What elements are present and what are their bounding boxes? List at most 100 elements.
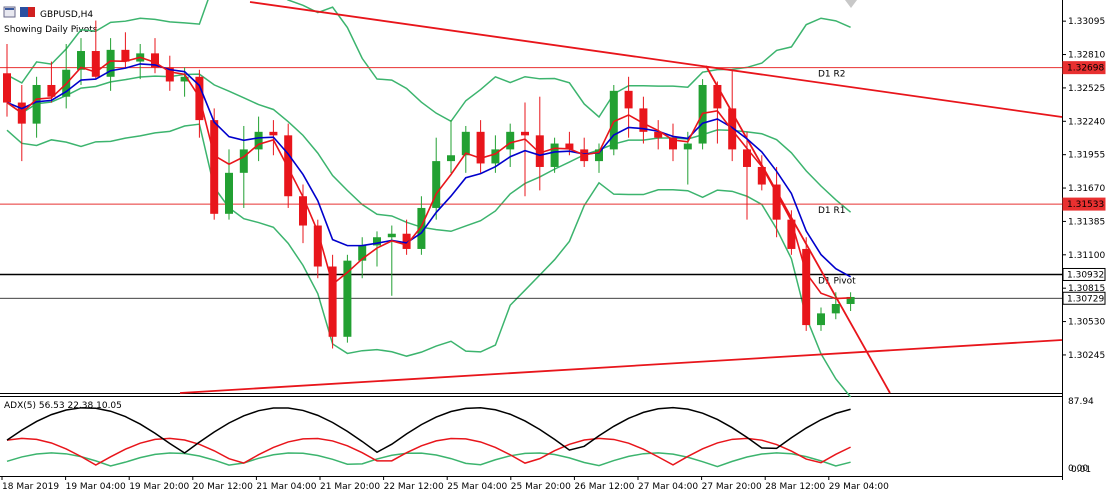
candle-body xyxy=(180,76,189,82)
candle-body xyxy=(269,131,278,136)
time-tick-label: 26 Mar 12:00 xyxy=(574,482,634,492)
time-axis: 18 Mar 2019 19 Mar 04:00 19 Mar 20:00 20 Ma… xyxy=(1,476,889,492)
candle-body xyxy=(432,161,441,208)
symbol-label: GBPUSD,H4 xyxy=(40,10,93,20)
candle-body xyxy=(521,131,529,136)
candle-body xyxy=(787,219,796,249)
time-tick-label: 27 Mar 04:00 xyxy=(638,482,698,492)
candle-body xyxy=(358,245,367,261)
adx-main-line xyxy=(6,406,851,454)
candle-body xyxy=(757,166,766,185)
pivot-price-tag xyxy=(1062,197,1106,211)
adx-plus-di-line xyxy=(6,437,851,466)
band-middle xyxy=(6,73,852,233)
pivot-lines: D1 R2 D1 R1 D1 Pivot xyxy=(0,67,1062,299)
time-tick-label: 21 Mar 04:00 xyxy=(256,482,316,492)
pivot-name: D1 Pivot xyxy=(818,276,856,286)
candle-body xyxy=(565,143,574,150)
candle-body xyxy=(77,51,85,70)
candle-body xyxy=(831,303,840,314)
price-tick-label: 1.30815 xyxy=(1068,284,1105,294)
candle-body xyxy=(772,184,781,220)
pivots-label: Showing Daily Pivots xyxy=(4,25,98,35)
current-price-tag xyxy=(1062,291,1106,305)
band-upper xyxy=(6,0,851,123)
adx-axis-bottom-overlap: 0.01 xyxy=(1071,465,1091,475)
candle-body xyxy=(151,53,159,68)
price-tick-label: 1.31955 xyxy=(1068,151,1105,161)
price-tick-label: 1.30530 xyxy=(1068,318,1105,328)
current-price-value: 1.30729 xyxy=(1067,294,1104,304)
candle-body xyxy=(846,296,855,304)
trendline-support xyxy=(179,339,1063,394)
adx-indicator xyxy=(6,406,851,468)
candle-body xyxy=(461,131,470,156)
symbol-flag-icon[interactable] xyxy=(20,7,35,17)
time-tick-label: 18 Mar 2019 xyxy=(2,482,59,492)
pivot-price-tag xyxy=(1062,267,1106,281)
candle-body xyxy=(225,172,233,214)
candle-body xyxy=(299,196,307,226)
candle-body xyxy=(121,49,130,62)
pivot-price-value: 1.31533 xyxy=(1067,200,1104,210)
candle-body xyxy=(506,131,515,150)
candle-body xyxy=(595,149,603,162)
candle-body xyxy=(743,149,751,167)
trend-lines[interactable] xyxy=(179,1,1063,394)
price-tick-label: 1.32525 xyxy=(1068,84,1105,94)
time-tick-label: 27 Mar 20:00 xyxy=(702,482,762,492)
candle-body xyxy=(535,135,544,167)
candle-body xyxy=(491,149,500,164)
pivot-price-value: 1.32698 xyxy=(1067,64,1104,74)
candle-body xyxy=(476,131,485,164)
price-axis: 1.33095 1.32810 1.32525 1.32240 1.31955 1.316… xyxy=(1062,17,1105,361)
time-tick-label: 20 Mar 12:00 xyxy=(193,482,253,492)
candle-body xyxy=(417,207,426,249)
candle-body xyxy=(387,233,396,238)
candle-body xyxy=(624,90,633,109)
price-tick-label: 1.31100 xyxy=(1068,251,1105,261)
candle-body xyxy=(817,313,825,326)
candle-body xyxy=(254,131,263,150)
candle-body xyxy=(210,120,219,214)
candle-body xyxy=(313,225,322,267)
candle-body xyxy=(402,233,411,249)
candle-body xyxy=(91,51,100,77)
price-tick-label: 1.31385 xyxy=(1068,217,1105,227)
candle-body xyxy=(239,149,248,173)
candle-body xyxy=(32,84,41,124)
candle-body xyxy=(3,73,11,103)
pivot-price-labels: 1.32698 1.31533 1.30932 1.30729 xyxy=(1062,61,1106,305)
adx-axis-bottom: 0.00 xyxy=(1068,464,1088,474)
candle-body xyxy=(373,237,381,246)
bollinger-bands xyxy=(6,0,852,398)
pivot-price-tag xyxy=(1062,61,1106,75)
time-tick-label: 29 Mar 04:00 xyxy=(829,482,889,492)
time-tick-label: 19 Mar 04:00 xyxy=(66,482,126,492)
price-tick-label: 1.32240 xyxy=(1068,117,1105,127)
chart-shift-marker-icon[interactable] xyxy=(845,0,857,8)
candle-body xyxy=(284,135,293,197)
pivot-price-value: 1.30932 xyxy=(1067,270,1104,280)
candle-body xyxy=(550,143,559,167)
price-tick-label: 1.33095 xyxy=(1068,17,1105,27)
candles-group xyxy=(3,20,855,349)
candle-body xyxy=(802,248,811,326)
pivot-name: D1 R2 xyxy=(818,70,846,80)
candle-body xyxy=(165,67,174,82)
adx-label: ADX(5) 56.53 22.38 10.05 xyxy=(4,401,122,411)
candle-body xyxy=(447,155,455,162)
time-tick-label: 19 Mar 20:00 xyxy=(129,482,189,492)
adx-minus-di-line xyxy=(6,452,851,468)
pivot-name: D1 R1 xyxy=(818,206,846,216)
chart-type-icon[interactable] xyxy=(3,6,16,18)
price-tick-label: 1.31670 xyxy=(1068,184,1105,194)
trendline-resistance xyxy=(249,1,1063,118)
time-tick-label: 25 Mar 04:00 xyxy=(447,482,507,492)
candle-body xyxy=(683,143,692,150)
candle-body xyxy=(328,266,337,337)
candle-body xyxy=(106,49,115,77)
candle-body xyxy=(609,90,618,150)
moving-averages xyxy=(6,56,851,300)
